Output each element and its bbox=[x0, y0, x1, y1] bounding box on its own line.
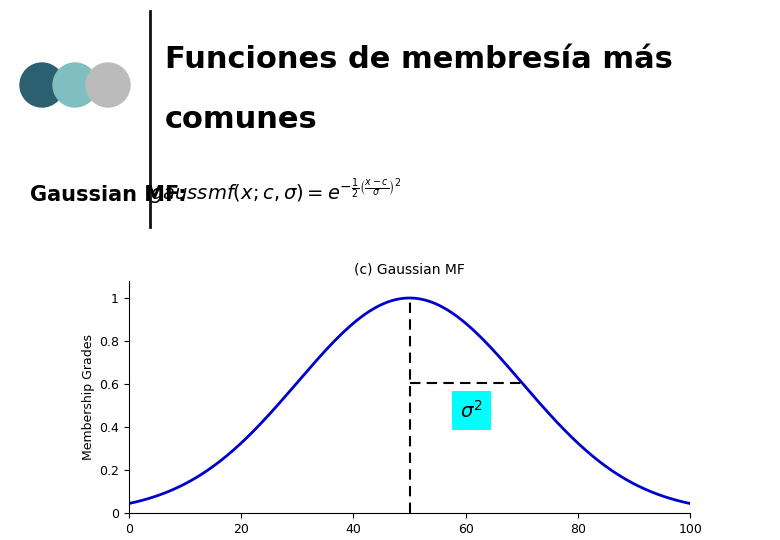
Text: Gaussian MF:: Gaussian MF: bbox=[30, 185, 186, 205]
Title: (c) Gaussian MF: (c) Gaussian MF bbox=[354, 263, 465, 277]
Ellipse shape bbox=[53, 63, 97, 107]
Ellipse shape bbox=[20, 63, 64, 107]
Text: comunes: comunes bbox=[165, 105, 317, 134]
Ellipse shape bbox=[86, 63, 130, 107]
Text: $\sigma^2$: $\sigma^2$ bbox=[460, 400, 483, 422]
Text: $\mathit{gaussmf}(x;c,\sigma) = e^{-\frac{1}{2}\left(\frac{x-c}{\sigma}\right)^2: $\mathit{gaussmf}(x;c,\sigma) = e^{-\fra… bbox=[150, 177, 402, 207]
Y-axis label: Membership Grades: Membership Grades bbox=[82, 334, 95, 460]
Text: Funciones de membresía más: Funciones de membresía más bbox=[165, 45, 673, 75]
